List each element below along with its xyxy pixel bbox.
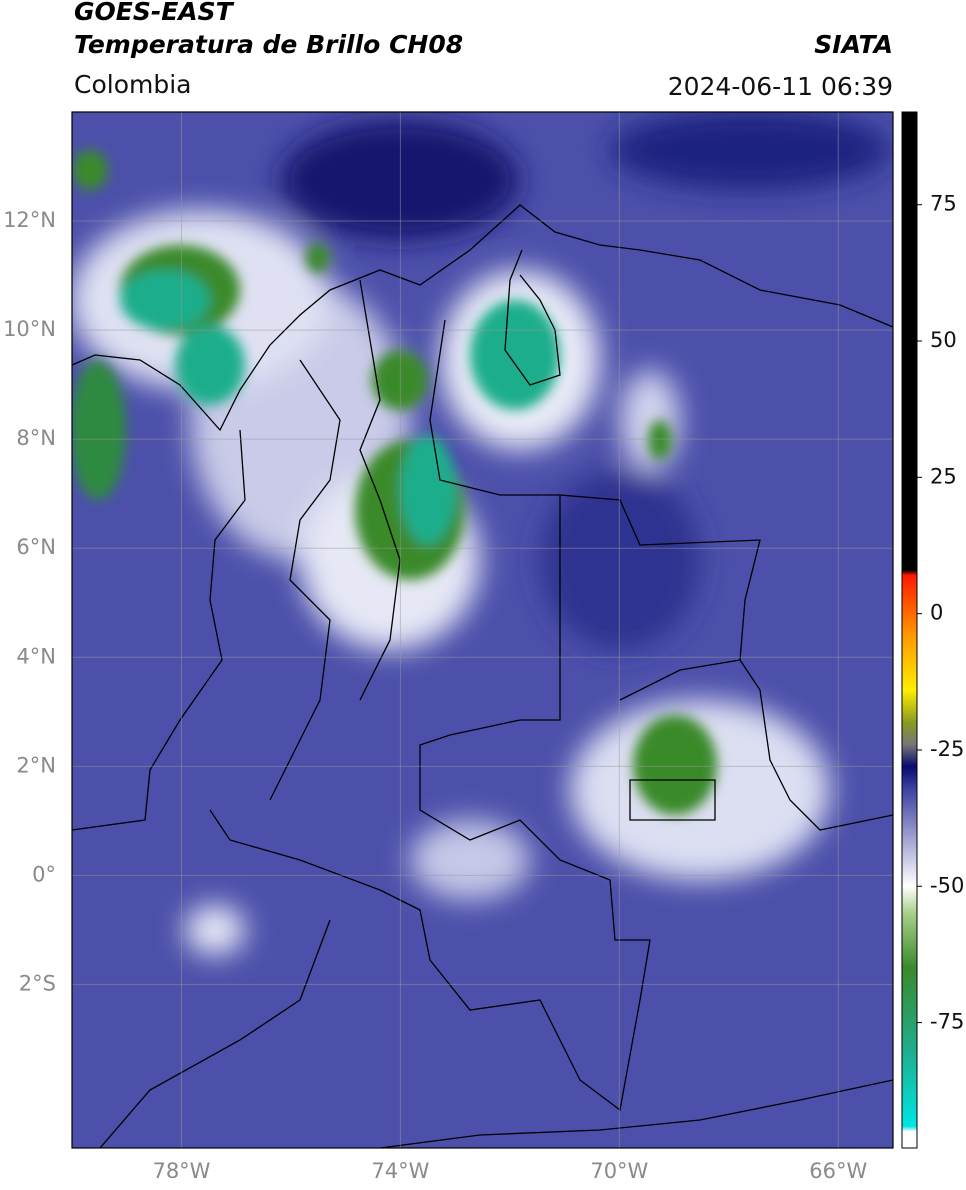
colorbar-tick-label: -25 bbox=[930, 737, 964, 761]
colorbar-tick-label: 0 bbox=[930, 601, 943, 625]
y-tick-label: 8°N bbox=[16, 426, 56, 450]
x-tick-label: 70°W bbox=[590, 1159, 648, 1183]
y-tick-label: 6°N bbox=[16, 535, 56, 559]
datetime: 2024-06-11 06:39 bbox=[668, 72, 893, 101]
x-tick-label: 78°W bbox=[152, 1159, 210, 1183]
colorbar-tick-label: 75 bbox=[930, 192, 957, 216]
colorbar-tick-label: 50 bbox=[930, 328, 957, 352]
colorbar-tick-label: 25 bbox=[930, 464, 957, 488]
y-tick-label: 2°N bbox=[16, 753, 56, 777]
colorbar-tick-label: -75 bbox=[930, 1010, 964, 1034]
y-tick-label: 10°N bbox=[3, 317, 56, 341]
x-tick-label: 66°W bbox=[809, 1159, 867, 1183]
grid bbox=[72, 112, 893, 1148]
region: Colombia bbox=[74, 70, 191, 99]
map-frame bbox=[71, 111, 894, 1149]
y-tick-label: 0° bbox=[32, 862, 56, 886]
y-tick-label: 2°S bbox=[19, 971, 56, 995]
source: SIATA bbox=[814, 30, 893, 59]
title: GOES-EAST bbox=[74, 0, 235, 26]
colorbar-tick-label: -50 bbox=[930, 873, 964, 897]
colorbar-frame bbox=[901, 111, 918, 1149]
colorbar bbox=[902, 112, 917, 1148]
subtitle: Temperatura de Brillo CH08 bbox=[74, 30, 463, 59]
y-tick-label: 4°N bbox=[16, 644, 56, 668]
y-tick-label: 12°N bbox=[3, 208, 56, 232]
x-tick-label: 74°W bbox=[371, 1159, 429, 1183]
imagery bbox=[72, 112, 893, 1148]
